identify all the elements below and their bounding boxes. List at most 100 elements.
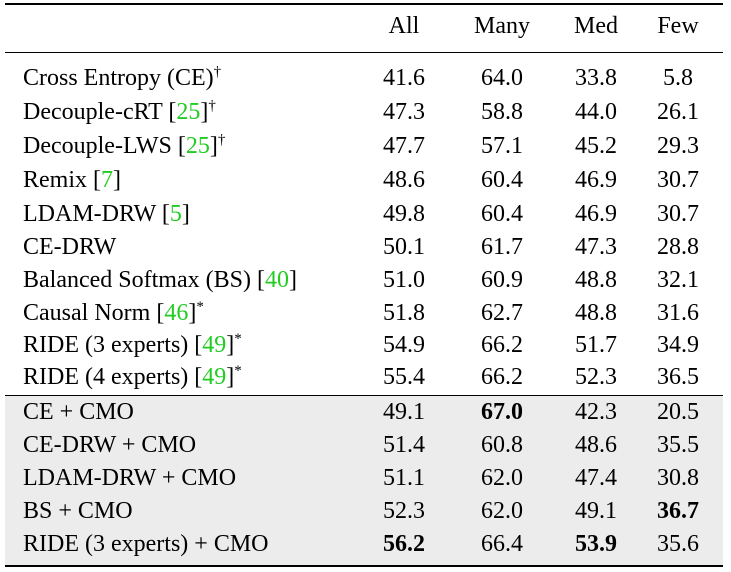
- header-med: Med: [574, 13, 618, 39]
- method-label: Decouple-cRT: [23, 99, 169, 125]
- value-all: 54.9: [383, 332, 425, 358]
- method-mark: *: [234, 363, 242, 379]
- bottom-rule: [5, 565, 723, 567]
- method-mark: *: [196, 299, 204, 315]
- method-name: Remix [7]: [23, 167, 121, 193]
- method-name: Cross Entropy (CE)†: [23, 62, 221, 98]
- value-many: 57.1: [481, 133, 523, 159]
- value-med: 51.7: [575, 332, 617, 358]
- header-many: Many: [474, 13, 530, 39]
- value-few: 34.9: [657, 332, 699, 358]
- method-label: Remix: [23, 167, 93, 193]
- citation-link[interactable]: 25: [185, 133, 210, 159]
- method-label: Cross Entropy (CE): [23, 65, 214, 91]
- cmo-rows-highlight: [5, 396, 723, 565]
- value-many: 62.0: [481, 465, 523, 491]
- value-med: 33.8: [575, 65, 617, 91]
- citation-link[interactable]: 7: [101, 167, 113, 193]
- value-all: 49.8: [383, 201, 425, 227]
- value-med: 45.2: [575, 133, 617, 159]
- citation-link[interactable]: 40: [264, 267, 289, 293]
- method-mark: †: [213, 64, 222, 80]
- method-name: RIDE (4 experts) [49]*: [23, 363, 242, 390]
- table-row: RIDE (4 experts) [49]* 55.4 66.2 52.3 36…: [5, 361, 723, 394]
- value-med: 47.3: [575, 234, 617, 260]
- method-name: LDAM-DRW [5]: [23, 201, 190, 227]
- value-many: 60.8: [481, 432, 523, 458]
- citation-link[interactable]: 46: [164, 300, 189, 326]
- value-many: 60.4: [481, 167, 523, 193]
- table-row: RIDE (3 experts) [49]* 54.9 66.2 51.7 34…: [5, 329, 723, 362]
- value-few: 30.7: [657, 167, 699, 193]
- method-name: CE-DRW: [23, 231, 116, 264]
- value-few: 5.8: [663, 65, 693, 91]
- value-med: 42.3: [575, 399, 617, 425]
- method-label: Causal Norm: [23, 300, 157, 326]
- value-many: 61.7: [481, 234, 523, 260]
- header-few: Few: [657, 13, 699, 39]
- method-name: CE + CMO: [23, 399, 134, 425]
- value-med: 46.9: [575, 201, 617, 227]
- value-many: 66.2: [481, 364, 523, 390]
- header-rule: [5, 52, 723, 53]
- section-rule: [5, 395, 723, 396]
- value-all: 50.1: [383, 234, 425, 260]
- table-row: Remix [7] 48.6 60.4 46.9 30.7: [5, 164, 723, 197]
- value-few: 35.6: [657, 531, 699, 557]
- method-name: Decouple-cRT [25]†: [23, 98, 216, 125]
- value-many: 58.8: [481, 99, 523, 125]
- value-all: 49.1: [383, 399, 425, 425]
- value-all: 47.7: [383, 133, 425, 159]
- method-mark: †: [217, 132, 226, 148]
- table-row: LDAM-DRW [5] 49.8 60.4 46.9 30.7: [5, 198, 723, 231]
- table-row: Balanced Softmax (BS) [40] 51.0 60.9 48.…: [5, 264, 723, 297]
- value-med: 48.8: [575, 300, 617, 326]
- value-many: 62.0: [481, 498, 523, 524]
- value-many: 66.4: [481, 531, 523, 557]
- citation-link[interactable]: 49: [202, 364, 227, 390]
- method-label: RIDE (3 experts): [23, 332, 195, 358]
- table-row: Decouple-cRT [25]† 47.3 58.8 44.0 26.1: [5, 96, 723, 129]
- value-few: 31.6: [657, 300, 699, 326]
- table-row: BS + CMO 52.3 62.0 49.1 36.7: [5, 495, 723, 528]
- value-med: 53.9: [575, 531, 617, 557]
- value-many: 66.2: [481, 332, 523, 358]
- value-many: 64.0: [481, 65, 523, 91]
- table-row: CE-DRW + CMO 51.4 60.8 48.6 35.5: [5, 429, 723, 462]
- value-many: 62.7: [481, 300, 523, 326]
- value-few: 30.8: [657, 465, 699, 491]
- value-all: 56.2: [383, 531, 425, 557]
- method-name: Decouple-LWS [25]†: [23, 132, 226, 159]
- method-name: RIDE (3 experts) + CMO: [23, 531, 269, 557]
- value-med: 47.4: [575, 465, 617, 491]
- value-all: 52.3: [383, 498, 425, 524]
- value-few: 36.5: [657, 364, 699, 390]
- value-many: 60.9: [481, 267, 523, 293]
- value-many: 67.0: [481, 399, 523, 425]
- value-few: 36.7: [657, 498, 699, 524]
- value-med: 49.1: [575, 498, 617, 524]
- method-label: RIDE (4 experts): [23, 364, 195, 390]
- method-name: CE-DRW + CMO: [23, 432, 197, 458]
- value-few: 26.1: [657, 99, 699, 125]
- method-name: Causal Norm [46]*: [23, 299, 204, 326]
- method-name: LDAM-DRW + CMO: [23, 465, 237, 491]
- method-label: CE-DRW: [23, 234, 117, 260]
- value-med: 44.0: [575, 99, 617, 125]
- citation-link[interactable]: 49: [202, 332, 227, 358]
- table-row: CE + CMO 49.1 67.0 42.3 20.5: [5, 396, 723, 429]
- value-all: 51.8: [383, 300, 425, 326]
- value-med: 48.8: [575, 267, 617, 293]
- table-row: Causal Norm [46]* 51.8 62.7 48.8 31.6: [5, 297, 723, 330]
- value-all: 51.4: [383, 432, 425, 458]
- value-few: 30.7: [657, 201, 699, 227]
- value-med: 46.9: [575, 167, 617, 193]
- citation-link[interactable]: 5: [169, 201, 182, 227]
- header-all: All: [388, 13, 420, 39]
- citation-link[interactable]: 25: [176, 99, 201, 125]
- method-name: BS + CMO: [23, 498, 133, 524]
- value-all: 47.3: [383, 99, 425, 125]
- value-many: 60.4: [481, 201, 523, 227]
- method-label: Decouple-LWS: [23, 133, 178, 159]
